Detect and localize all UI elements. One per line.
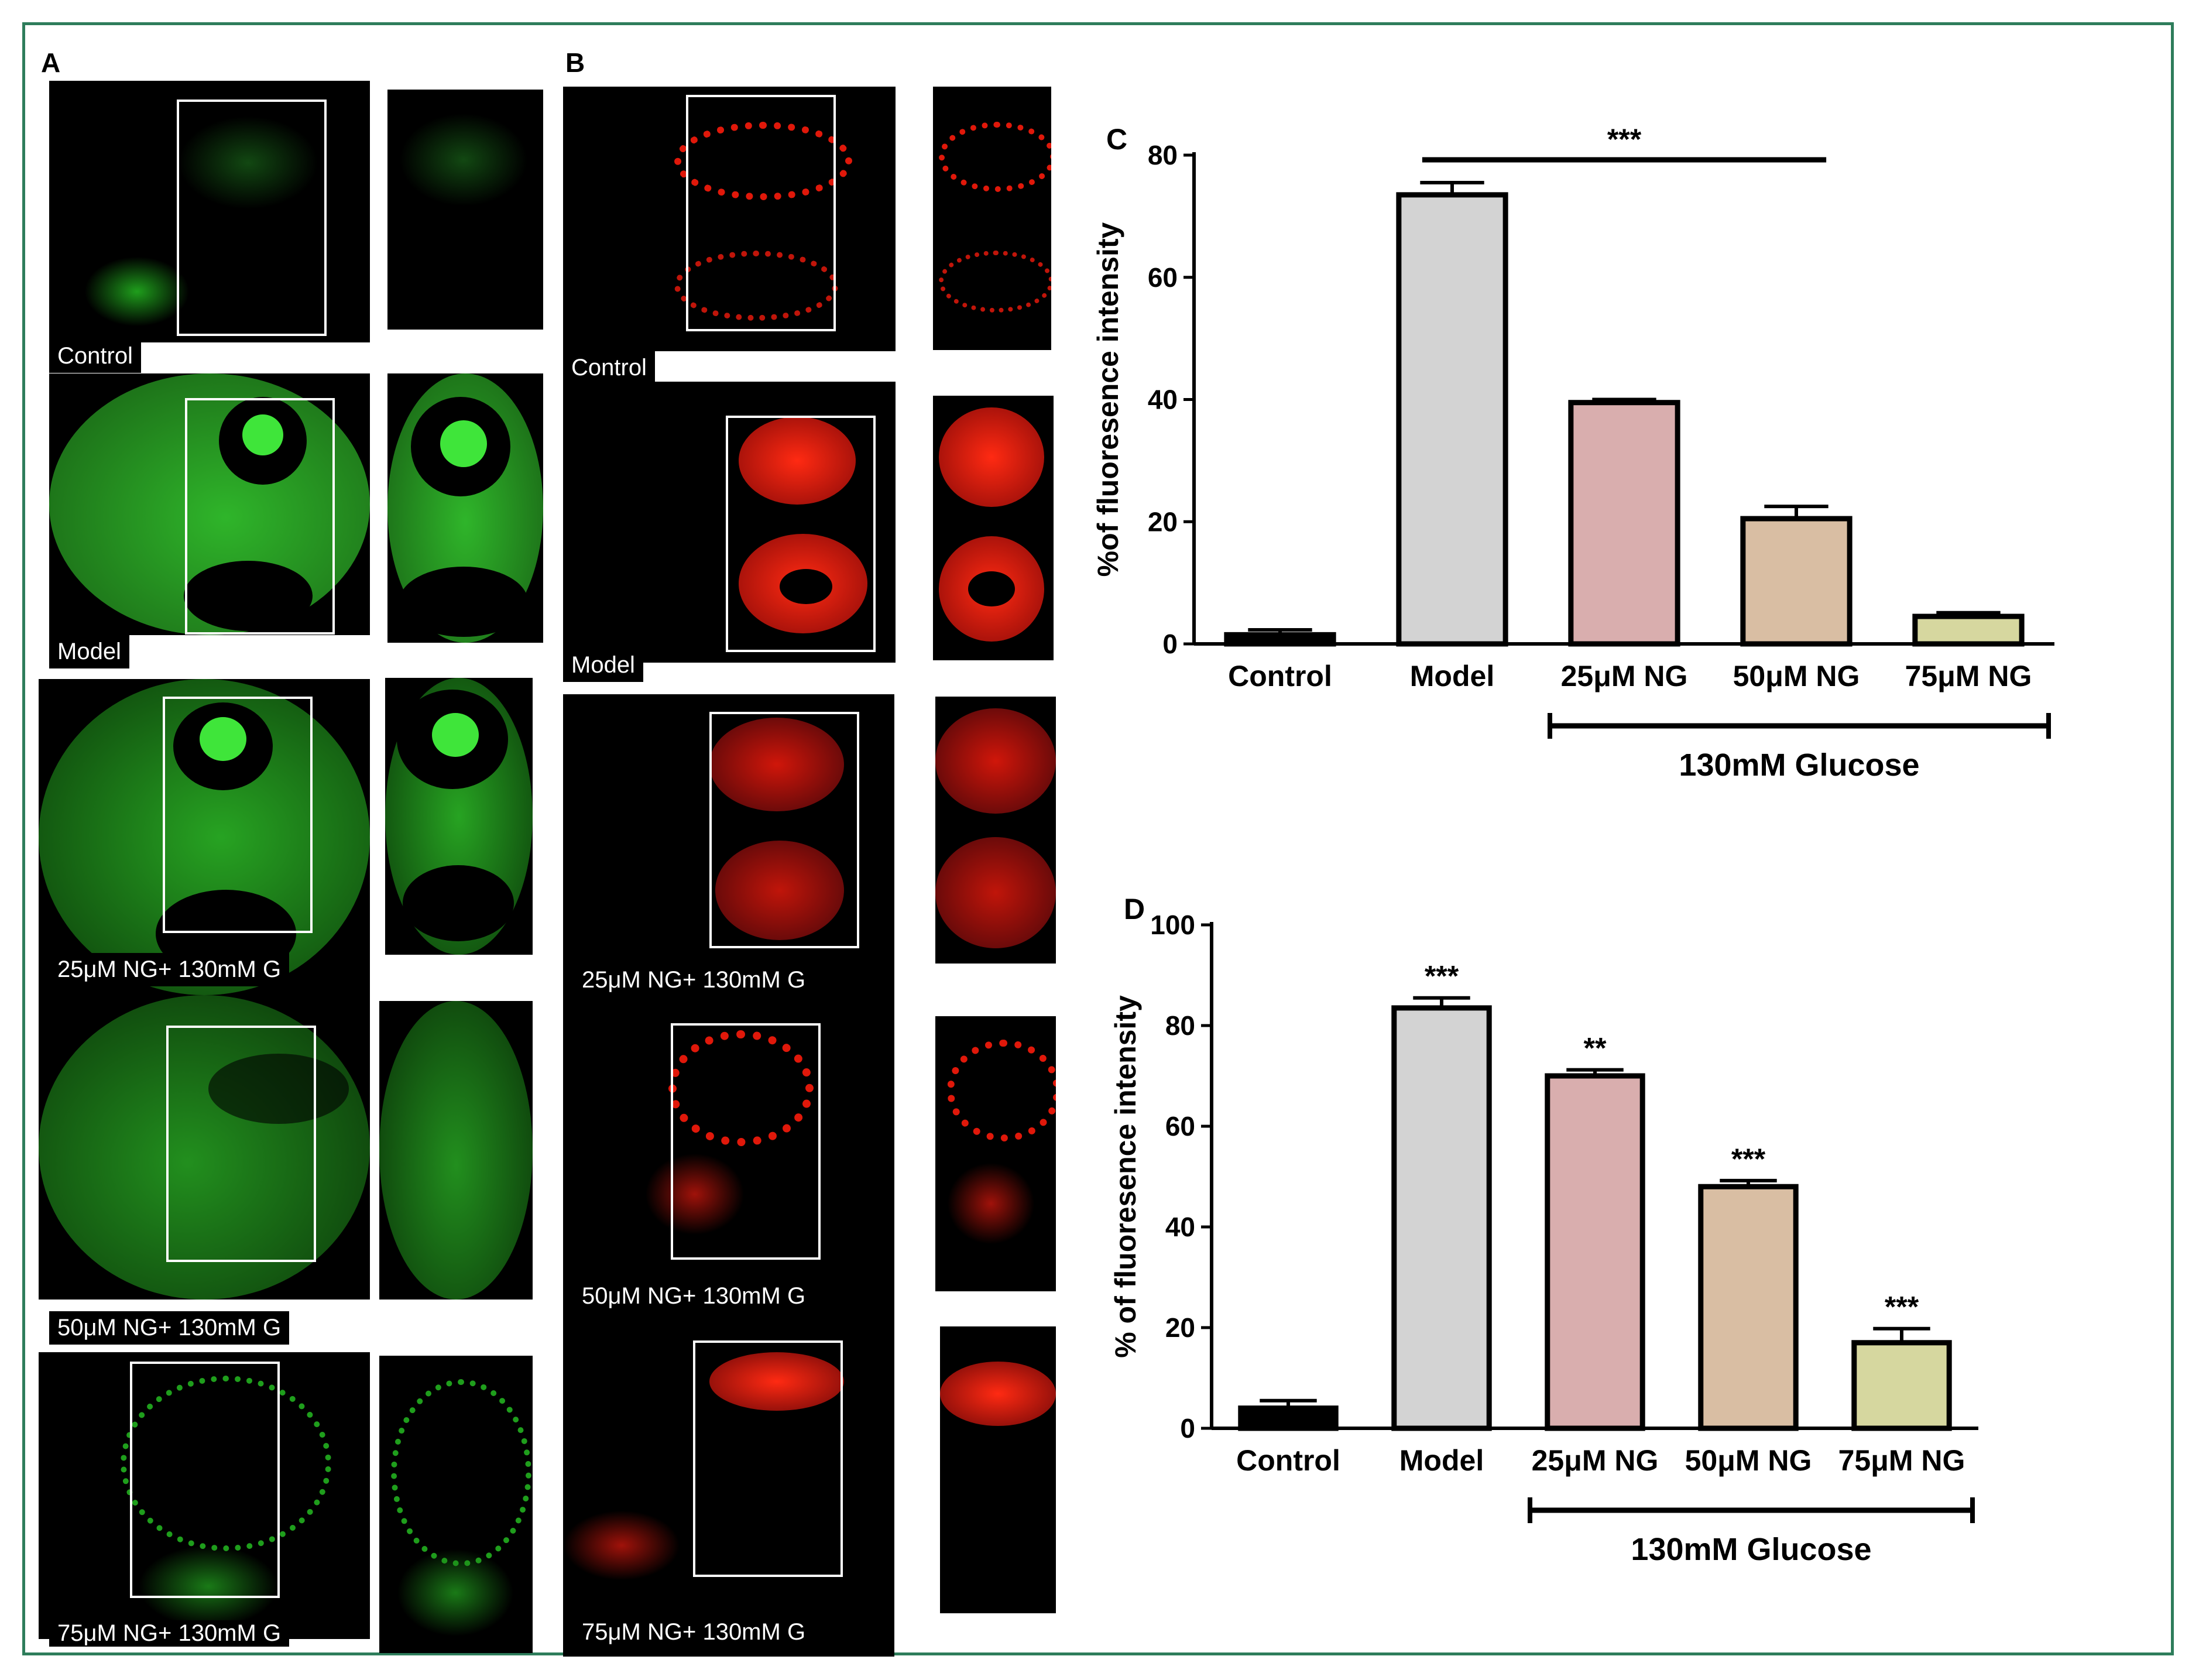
group-label: 130mM Glucose <box>1631 1532 1871 1567</box>
chart-d: D 0 20 40 60 80 100 % of fluoresence intensity C… <box>1109 893 1978 1567</box>
y-tick-label: 20 <box>1148 506 1178 537</box>
x-tick-label: 75μM NG <box>1905 660 2032 692</box>
green-zoom-model <box>387 373 543 643</box>
panel-label-c: C <box>1106 123 1127 156</box>
y-axis-label: %of fluoresence intensity <box>1092 222 1124 577</box>
x-tick-label: 50μM NG <box>1685 1444 1812 1477</box>
panel-label-d: D <box>1124 893 1145 925</box>
bar-2 <box>1568 400 1680 647</box>
green-image-model <box>49 373 370 635</box>
x-tick-label: Control <box>1228 660 1332 692</box>
y-tick-label: 60 <box>1165 1111 1195 1141</box>
green-caption-control: Control <box>49 340 141 373</box>
bar-3 <box>1740 516 1852 647</box>
panel-label-b: B <box>565 47 585 78</box>
red-caption-25um: 25μM NG+ 130mM G <box>574 964 814 997</box>
red-zoom-25um <box>935 697 1056 964</box>
x-tick-label: 25μM NG <box>1532 1444 1659 1477</box>
green-zoom-50um <box>379 1001 533 1300</box>
significance-marker: *** <box>1607 123 1642 156</box>
green-zoom-25um <box>385 678 533 955</box>
red-zoom-model <box>933 396 1054 660</box>
y-tick-label: 80 <box>1148 140 1178 170</box>
panel-label-a: A <box>41 47 61 78</box>
figure-frame <box>22 22 2174 1655</box>
green-image-25um <box>39 679 370 995</box>
red-zoom-75um <box>940 1326 1056 1613</box>
bar-3 <box>1698 1184 1799 1431</box>
red-image-model <box>563 382 896 663</box>
red-caption-model: Model <box>563 649 643 682</box>
bar-4 <box>1851 1340 1952 1431</box>
chart-c: C 0 20 40 60 80 %of fluoresence intensity Contr… <box>1092 123 2054 783</box>
bar-0 <box>1224 632 1336 647</box>
group-label: 130mM Glucose <box>1679 748 1919 783</box>
y-tick-label: 100 <box>1150 910 1195 940</box>
significance-marker: ** <box>1584 1032 1607 1065</box>
bar-0 <box>1238 1405 1339 1431</box>
green-zoom-control <box>387 90 543 330</box>
bar-1 <box>1391 1005 1492 1431</box>
bar-2 <box>1545 1073 1645 1431</box>
bar-4 <box>1912 613 2025 647</box>
green-image-75um <box>39 1352 370 1639</box>
red-image-75um <box>563 1317 894 1657</box>
red-caption-control: Control <box>563 351 655 385</box>
significance-marker: *** <box>1731 1143 1766 1175</box>
x-tick-label: 75μM NG <box>1838 1444 1965 1477</box>
bar-1 <box>1396 192 1508 647</box>
red-zoom-control <box>933 87 1051 350</box>
green-zoom-75um <box>379 1356 533 1653</box>
green-caption-25um: 25μM NG+ 130mM G <box>49 953 290 986</box>
y-tick-label: 80 <box>1165 1010 1195 1041</box>
x-tick-label: Control <box>1236 1444 1340 1477</box>
significance-marker: *** <box>1425 960 1459 993</box>
green-image-control <box>49 81 370 342</box>
green-image-50um <box>39 995 370 1300</box>
y-axis-label: % of fluoresence intensity <box>1109 995 1142 1358</box>
y-tick-label: 40 <box>1165 1212 1195 1242</box>
y-tick-label: 20 <box>1165 1312 1195 1343</box>
y-tick-label: 60 <box>1148 262 1178 293</box>
green-caption-75um: 75μM NG+ 130mM G <box>49 1620 290 1647</box>
x-tick-label: Model <box>1410 660 1494 692</box>
significance-marker: *** <box>1885 1291 1919 1324</box>
y-tick-label: 40 <box>1148 385 1178 415</box>
red-caption-50um: 50μM NG+ 130mM G <box>574 1280 814 1313</box>
red-image-control <box>563 87 896 351</box>
red-caption-75um: 75μM NG+ 130mM G <box>574 1616 814 1649</box>
x-tick-label: 25μM NG <box>1561 660 1688 692</box>
green-caption-50um: 50μM NG+ 130mM G <box>49 1311 290 1345</box>
y-tick-label: 0 <box>1162 629 1178 659</box>
x-tick-label: 50μM NG <box>1733 660 1860 692</box>
x-tick-label: Model <box>1399 1444 1484 1477</box>
green-caption-model: Model <box>49 635 129 668</box>
red-zoom-50um <box>935 1016 1056 1291</box>
y-tick-label: 0 <box>1180 1413 1195 1444</box>
